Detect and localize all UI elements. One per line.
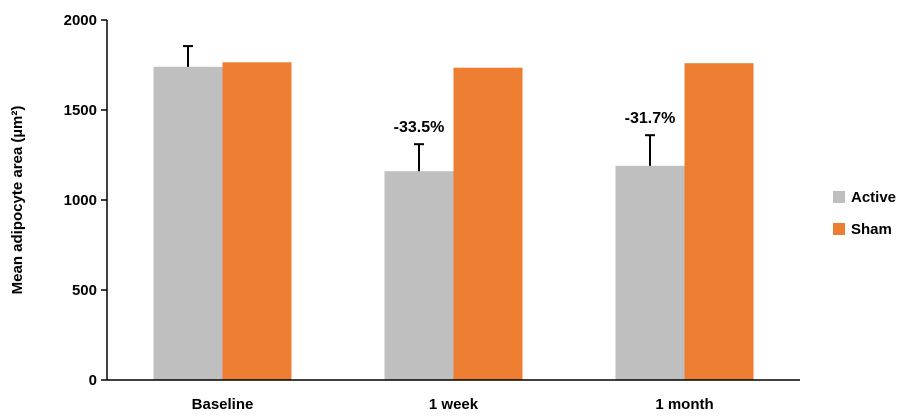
- y-ticks-group: 0 500 1000 1500 2000: [64, 12, 107, 389]
- x-category-label: Baseline: [192, 396, 254, 413]
- error-bars-group: [183, 45, 655, 172]
- bars-group: [153, 62, 754, 381]
- percent-change-annotation: -31.7%: [625, 110, 676, 127]
- y-axis-title-group: Mean adipocyte area (µm²): [9, 106, 26, 295]
- legend-label-active: Active: [851, 189, 896, 206]
- y-axis-title: Mean adipocyte area (µm²): [9, 106, 26, 295]
- percent-change-annotation: -33.5%: [394, 119, 445, 136]
- legend-swatch-sham: [833, 223, 845, 235]
- legend: Active Sham: [833, 189, 896, 238]
- y-tick-label: 0: [89, 372, 97, 389]
- x-category-label: 1 week: [429, 396, 479, 413]
- bar-sham-0: [222, 62, 292, 381]
- bar-active-2: [615, 165, 685, 380]
- bar-sham-2: [684, 63, 754, 380]
- legend-swatch-active: [833, 191, 845, 203]
- bar-active-0: [153, 66, 223, 381]
- legend-label-sham: Sham: [851, 221, 892, 238]
- x-category-label: 1 month: [655, 396, 713, 413]
- y-tick-label: 1000: [64, 192, 97, 209]
- y-tick-label: 2000: [64, 12, 97, 29]
- annotations-group: -33.5% -31.7%: [394, 110, 676, 136]
- x-categories-group: Baseline 1 week 1 month: [192, 396, 714, 413]
- bar-active-1: [384, 171, 454, 380]
- bar-sham-1: [453, 67, 523, 380]
- y-tick-label: 1500: [64, 102, 97, 119]
- y-tick-label: 500: [72, 282, 97, 299]
